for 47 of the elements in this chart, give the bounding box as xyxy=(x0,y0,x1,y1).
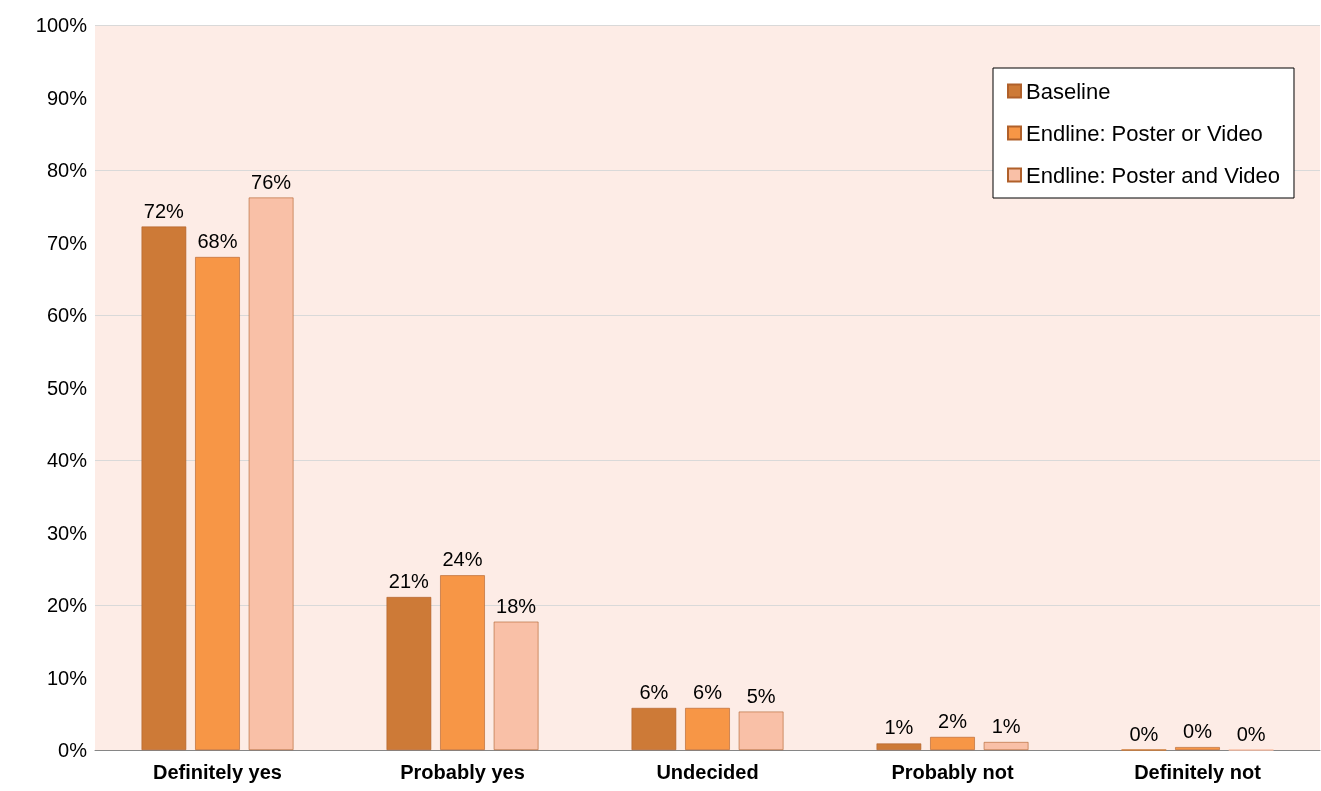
y-tick-label: 70% xyxy=(46,231,88,254)
bar xyxy=(141,226,187,750)
data-label: 6% xyxy=(639,680,669,703)
data-label: 76% xyxy=(251,170,292,193)
bar xyxy=(631,707,677,750)
bar xyxy=(195,257,240,750)
x-tick-label: Definitely yes xyxy=(153,761,282,783)
legend-label: Baseline xyxy=(1026,78,1111,104)
bar xyxy=(1175,747,1220,750)
bar xyxy=(685,707,730,750)
y-tick-label: 100% xyxy=(35,14,88,36)
bar xyxy=(386,597,432,750)
data-label: 0% xyxy=(1129,722,1159,745)
data-label: 2% xyxy=(938,709,968,732)
y-tick-label: 80% xyxy=(46,159,88,181)
bar xyxy=(930,736,975,750)
data-label: 21% xyxy=(388,570,430,593)
x-tick-label: Definitely not xyxy=(1134,761,1262,783)
data-label: 18% xyxy=(496,594,537,617)
bar xyxy=(493,621,539,750)
x-tick-label: Undecided xyxy=(656,761,759,783)
y-tick-label: 20% xyxy=(46,594,88,616)
data-label: 6% xyxy=(693,680,723,703)
bar xyxy=(738,711,784,750)
x-tick-label: Probably not xyxy=(891,761,1014,783)
y-tick-label: 40% xyxy=(46,449,88,471)
data-label: 72% xyxy=(143,199,185,222)
y-tick-label: 90% xyxy=(46,86,88,109)
x-tick-label: Probably yes xyxy=(400,761,525,783)
data-label: 0% xyxy=(1183,720,1213,743)
legend-label: Endline: Poster or Video xyxy=(1026,120,1263,146)
data-label: 0% xyxy=(1236,722,1266,745)
bar xyxy=(983,742,1029,750)
y-tick-label: 50% xyxy=(46,376,88,399)
y-tick-label: 30% xyxy=(46,521,88,544)
data-label: 68% xyxy=(197,230,238,252)
bar xyxy=(248,197,294,750)
bar xyxy=(876,743,922,750)
y-tick-label: 0% xyxy=(58,739,88,761)
data-label: 5% xyxy=(746,684,776,707)
y-tick-label: 10% xyxy=(46,666,88,689)
bar xyxy=(440,575,485,750)
legend-label: Endline: Poster and Video xyxy=(1026,162,1280,188)
data-label: 1% xyxy=(884,716,914,739)
data-label: 1% xyxy=(991,715,1021,738)
data-label: 24% xyxy=(442,548,483,571)
y-tick-label: 60% xyxy=(46,304,88,326)
